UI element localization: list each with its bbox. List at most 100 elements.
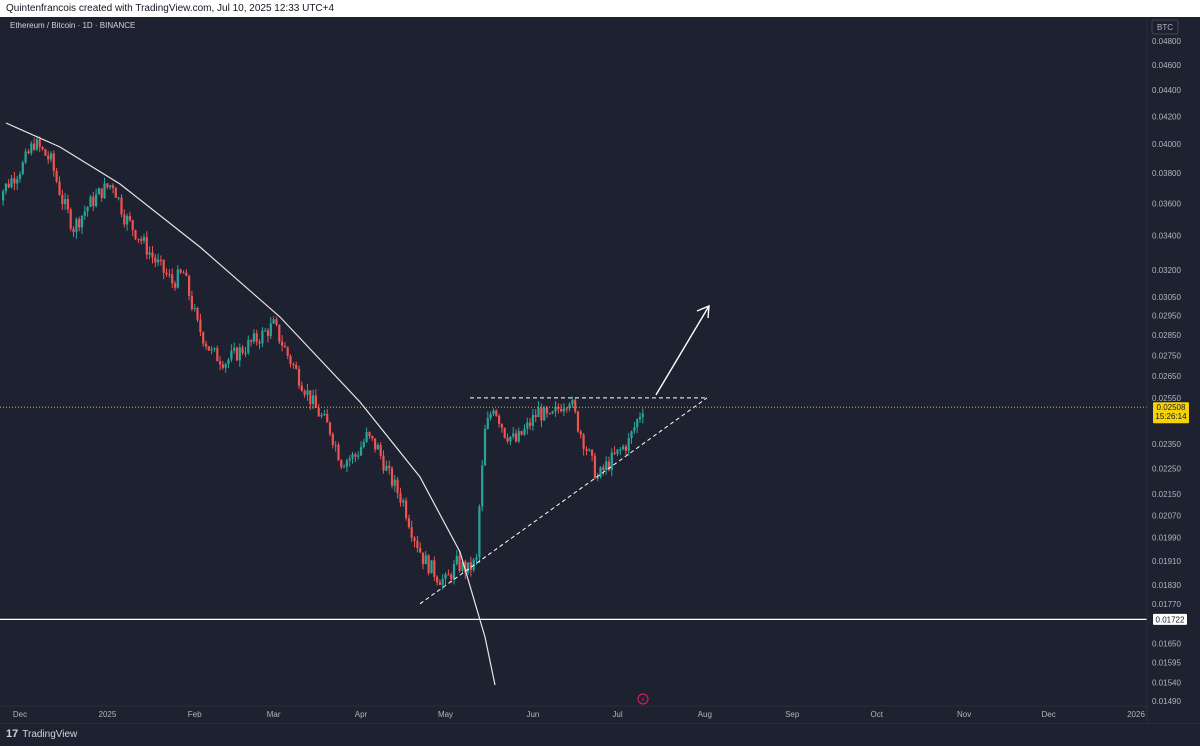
price-tick-label: 0.01990: [1152, 534, 1181, 543]
candle-body: [568, 404, 571, 409]
candle-body: [571, 400, 574, 405]
candle-body: [410, 527, 413, 538]
attribution-bar: Quintenfrancois created with TradingView…: [0, 0, 1200, 17]
price-tick-label: 0.04000: [1152, 140, 1181, 149]
candle-body: [427, 555, 430, 574]
candle-body: [506, 437, 509, 442]
price-axis[interactable]: [1147, 17, 1200, 723]
candle-body: [605, 461, 608, 470]
candle-body: [596, 477, 599, 479]
candle-body: [103, 183, 106, 198]
time-tick-label: Sep: [785, 710, 800, 719]
candle-body: [382, 455, 385, 471]
candle-body: [498, 415, 501, 424]
candle-body: [331, 434, 334, 445]
tradingview-brand: TradingView: [22, 728, 78, 740]
candle-body: [602, 467, 605, 470]
candle-body: [235, 347, 239, 361]
attribution-text: Quintenfrancois created with TradingView…: [6, 3, 335, 14]
candle-body: [58, 181, 61, 195]
candle-body: [455, 556, 458, 564]
tradingview-logo[interactable]: 17 TradingView: [6, 728, 77, 740]
candle-body: [619, 449, 622, 451]
candle-body: [176, 269, 179, 288]
candle-body: [419, 548, 422, 553]
candle-body: [509, 436, 512, 442]
candle-body: [128, 215, 131, 221]
candle-body: [362, 441, 365, 448]
breakout-arrow[interactable]: [655, 305, 710, 396]
candle-body: [416, 540, 419, 548]
candle-body: [441, 578, 444, 585]
candle-body: [613, 452, 616, 454]
candle-body: [21, 162, 24, 175]
price-tick-label: 0.01910: [1152, 557, 1181, 566]
price-tick-label: 0.04400: [1152, 86, 1181, 95]
candle-body: [38, 139, 41, 147]
candle-body: [145, 237, 148, 255]
candle-body: [399, 493, 402, 503]
candle-body: [213, 348, 216, 350]
candle-body: [44, 149, 47, 156]
candle-body: [154, 257, 157, 263]
price-tick-label: 0.02950: [1152, 312, 1181, 321]
candle-body: [323, 413, 326, 416]
price-tick-label: 0.03400: [1152, 232, 1181, 241]
candle-body: [562, 408, 565, 412]
candle-body: [157, 259, 160, 263]
candle-body: [292, 364, 295, 365]
candle-body: [16, 178, 19, 184]
price-axis-ticks: 0.04800 0.04600 0.04400 0.04200 0.04000 0.038…: [1152, 37, 1181, 706]
candle-body: [469, 562, 472, 570]
candle-body: [196, 308, 199, 320]
candle-body: [622, 446, 625, 450]
candle-body: [312, 395, 315, 405]
candle-body: [503, 427, 506, 438]
candle-body: [579, 431, 582, 435]
candle-body: [351, 454, 354, 459]
candle-body: [49, 153, 53, 160]
candle-body: [4, 183, 7, 192]
candle-body: [641, 413, 644, 418]
candle-body: [137, 238, 140, 240]
price-tick-label: 0.03600: [1152, 199, 1181, 208]
candle-body: [402, 500, 405, 503]
event-marker-icon[interactable]: [637, 693, 649, 705]
candle-body: [326, 413, 329, 423]
candle-body: [261, 330, 264, 344]
candle-body: [543, 407, 546, 421]
candle-body: [320, 415, 323, 417]
candle-body: [520, 431, 523, 435]
triangle-support-line[interactable]: [419, 397, 708, 605]
candle-body: [64, 199, 67, 205]
price-tick-label: 0.02750: [1152, 351, 1181, 360]
candle-body: [624, 446, 627, 451]
candle-body: [436, 576, 439, 583]
candle-body: [430, 560, 433, 574]
chart-svg[interactable]: 0.04800 0.04600 0.04400 0.04200 0.04000 0.038…: [0, 17, 1200, 723]
currency-badge[interactable]: [1151, 19, 1179, 35]
time-tick-label: 2026: [1127, 710, 1145, 719]
candle-body: [272, 319, 275, 324]
candle-body: [447, 574, 450, 576]
parabolic-arc-line[interactable]: [5, 122, 496, 686]
candle-body: [630, 431, 633, 438]
candle-body: [18, 174, 22, 179]
chart-area[interactable]: 0.04800 0.04600 0.04400 0.04200 0.04000 0.038…: [0, 17, 1200, 723]
price-tick-label: 0.02650: [1152, 372, 1181, 381]
candle-body: [252, 333, 255, 342]
candle-body: [199, 319, 202, 333]
time-tick-label: Dec: [13, 710, 27, 719]
time-tick-label: Feb: [188, 710, 202, 719]
candle-body: [162, 259, 165, 273]
support-price-value: 0.01722: [1156, 615, 1185, 624]
candle-body: [531, 415, 534, 426]
candle-body: [216, 348, 219, 362]
candle-body: [190, 296, 193, 310]
candle-body: [295, 365, 298, 369]
candle-body: [111, 185, 115, 188]
candle-body: [438, 582, 441, 585]
candle-body: [281, 341, 284, 346]
price-tick-label: 0.02350: [1152, 440, 1181, 449]
candle-body: [289, 355, 292, 364]
